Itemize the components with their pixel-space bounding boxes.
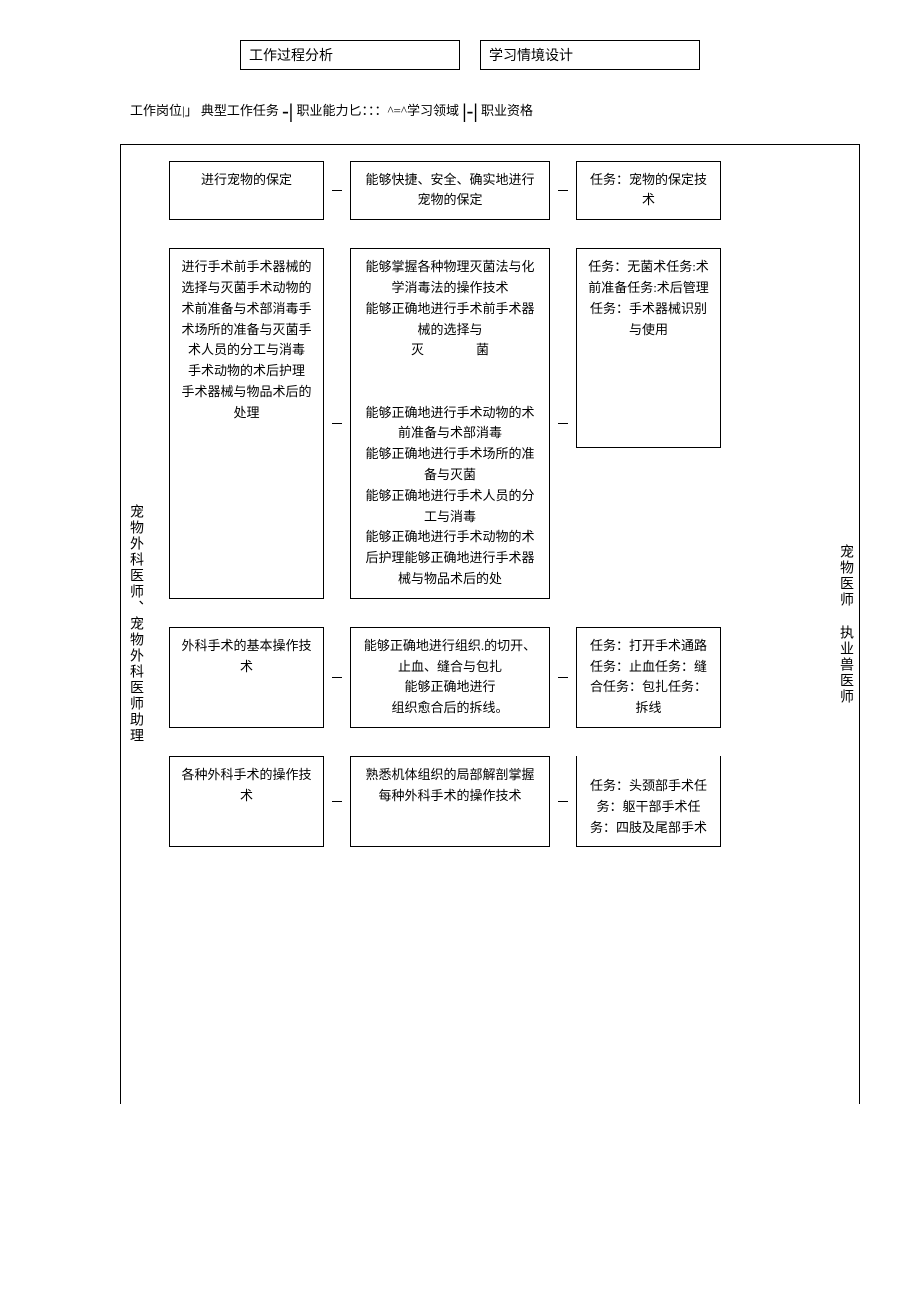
task-cell: 进行手术前手术器械的选择与灭菌手术动物的术前准备与术部消毒手术场所的准备与灭菌手… bbox=[169, 248, 324, 599]
separator-icon: |-| bbox=[462, 101, 477, 123]
spacer bbox=[149, 144, 169, 1104]
connector bbox=[332, 627, 342, 728]
header-col3: 职业能力匕：：：^=^学习领域 bbox=[296, 103, 459, 118]
ability-cell: 能够掌握各种物理灭菌法与化学消毒法的操作技术 能够正确地进行手术前手术器械的选择… bbox=[350, 248, 550, 599]
connector bbox=[558, 627, 568, 728]
header-col2: 典型工作任务 bbox=[201, 103, 279, 118]
task-cell: 各种外科手术的操作技术 bbox=[169, 756, 324, 847]
table-row: 进行宠物的保定 能够快捷、安全、确实地进行宠物的保定 任务：宠物的保定技术 bbox=[169, 161, 811, 221]
connector bbox=[558, 756, 568, 847]
table-row: 各种外科手术的操作技术 熟悉机体组织的局部解剖掌握每种外科手术的操作技术 任务：… bbox=[169, 756, 811, 847]
top-box-left: 工作过程分析 bbox=[240, 40, 460, 70]
learn-cell: 任务：宠物的保定技术 bbox=[576, 161, 721, 221]
connector bbox=[558, 248, 568, 599]
connector bbox=[558, 161, 568, 221]
header-col1: 工作岗位|」 bbox=[130, 103, 198, 118]
connector bbox=[332, 756, 342, 847]
header-col4: 职业资格 bbox=[481, 103, 533, 118]
right-side-label: 宠物医师 执业兽医师 bbox=[831, 144, 860, 1104]
ability-cell: 能够快捷、安全、确实地进行宠物的保定 bbox=[350, 161, 550, 221]
connector bbox=[332, 161, 342, 221]
separator-icon: -| bbox=[282, 101, 293, 123]
header-row: 工作岗位|」 典型工作任务 -| 职业能力匕：：：^=^学习领域 |-| 职业资… bbox=[130, 100, 860, 124]
table-row: 外科手术的基本操作技术 能够正确地进行组织.的切开、止血、缝合与包扎 能够正确地… bbox=[169, 627, 811, 728]
main-table: 宠物外科医师、宠物外科医师助理 进行宠物的保定 能够快捷、安全、确实地进行宠物的… bbox=[120, 144, 860, 1104]
task-cell: 外科手术的基本操作技术 bbox=[169, 627, 324, 728]
top-box-right: 学习情境设计 bbox=[480, 40, 700, 70]
left-side-label: 宠物外科医师、宠物外科医师助理 bbox=[120, 144, 149, 1104]
learn-cell: 任务：无菌术任务:术前准备任务:术后管理 任务：手术器械识别与使用 bbox=[576, 248, 721, 448]
connector bbox=[332, 248, 342, 599]
content-column: 进行宠物的保定 能够快捷、安全、确实地进行宠物的保定 任务：宠物的保定技术 进行… bbox=[169, 144, 811, 1104]
task-cell: 进行宠物的保定 bbox=[169, 161, 324, 221]
learn-cell: 任务：打开手术通路 任务：止血任务：缝合任务：包扎任务：拆线 bbox=[576, 627, 721, 728]
ability-cell: 能够正确地进行组织.的切开、止血、缝合与包扎 能够正确地进行 组织愈合后的拆线。 bbox=[350, 627, 550, 728]
table-row: 进行手术前手术器械的选择与灭菌手术动物的术前准备与术部消毒手术场所的准备与灭菌手… bbox=[169, 248, 811, 599]
learn-cell: 任务：头颈部手术任务：躯干部手术任务：四肢及尾部手术 bbox=[576, 756, 721, 847]
ability-cell: 熟悉机体组织的局部解剖掌握每种外科手术的操作技术 bbox=[350, 756, 550, 847]
spacer bbox=[811, 144, 831, 1104]
